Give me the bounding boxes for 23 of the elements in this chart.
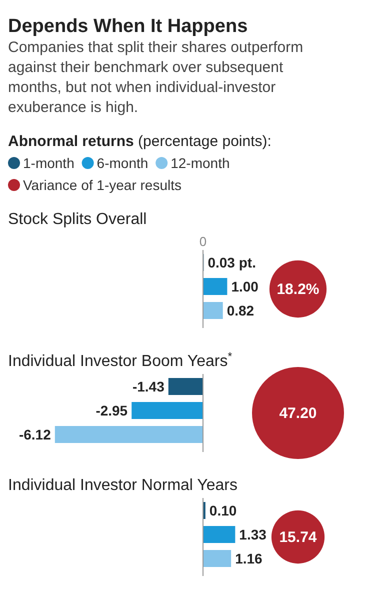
ref-line-label: 0 <box>199 234 207 249</box>
legend-label: 12-month <box>170 155 230 171</box>
legend-title: Abnormal returns (percentage points): <box>8 133 272 150</box>
chart-title: Depends When It Happens <box>8 16 248 37</box>
data-label: 1.16 <box>235 550 263 566</box>
y-tick-label: Individual Investor Normal Years <box>8 477 238 494</box>
data-label: 0.03 pt. <box>208 254 256 270</box>
legend-label: Variance of 1-year results <box>23 177 182 193</box>
chart-subtitle: Companies that split their shares outperform against their benchmark over subsequent months, but not when individual-investor exuberance is high. <box>8 39 304 116</box>
data-label: 1.33 <box>239 526 267 542</box>
data-label: -2.95 <box>96 402 128 418</box>
data-label: 15.74 <box>279 529 318 546</box>
legend-label: 1-month <box>23 155 74 171</box>
data-label: -1.43 <box>132 378 165 394</box>
y-tick-label: Stock Splits Overall <box>8 211 147 228</box>
data-label: -6.12 <box>18 426 52 442</box>
data-label: 0.82 <box>226 302 254 318</box>
data-label: 18.2% <box>276 281 320 298</box>
data-label: 47.20 <box>279 405 317 422</box>
legend-label: 6-month <box>96 155 148 171</box>
y-tick-label: Individual Investor Boom Years$^{*}$ <box>8 351 233 370</box>
data-label: 1.00 <box>231 278 259 294</box>
data-label: 0.10 <box>209 502 237 518</box>
